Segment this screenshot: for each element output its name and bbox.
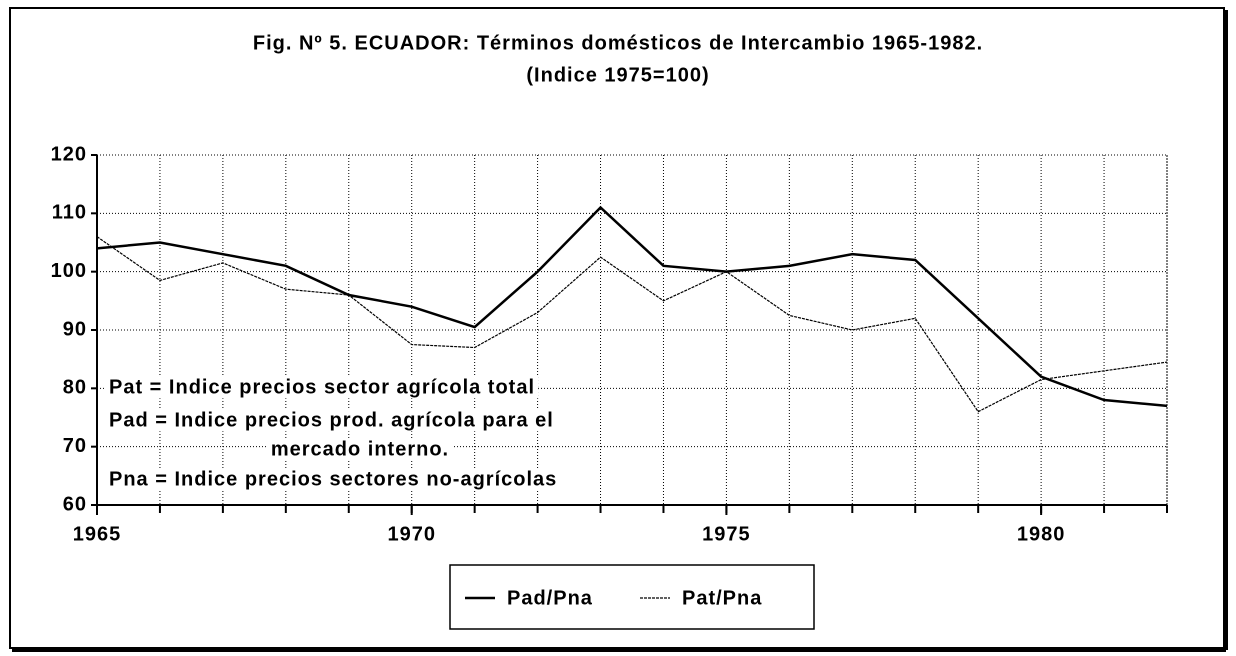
annotation-bg bbox=[106, 468, 561, 491]
legend-label: Pat/Pna bbox=[682, 587, 762, 609]
annotation: Pat = Indice precios sector agrícola tot… bbox=[109, 376, 535, 398]
annotation: Pad = Indice precios prod. agrícola para… bbox=[109, 409, 554, 431]
y-tick-label: 70 bbox=[63, 435, 87, 457]
frame bbox=[9, 7, 1225, 649]
x-tick-label: 1980 bbox=[1017, 523, 1066, 545]
legend-box bbox=[449, 564, 815, 630]
y-tick-label: 120 bbox=[51, 143, 87, 165]
y-tick-label: 110 bbox=[52, 202, 87, 224]
chart-subtitle: (Indice 1975=100) bbox=[526, 64, 709, 86]
series-line bbox=[96, 236, 1168, 413]
chart-title: Fig. Nº 5. ECUADOR: Términos domésticos … bbox=[253, 32, 983, 54]
annotation: mercado interno. bbox=[271, 438, 449, 460]
series-line bbox=[96, 205, 1168, 408]
legend-label: Pad/Pna bbox=[507, 587, 593, 609]
annotation-bg bbox=[106, 376, 539, 399]
annotation-bg bbox=[267, 438, 453, 461]
annotation-bg bbox=[106, 409, 557, 432]
y-tick-label: 60 bbox=[63, 493, 87, 515]
x-tick-label: 1970 bbox=[387, 523, 436, 545]
y-tick-label: 90 bbox=[63, 318, 87, 340]
x-tick-label: 1975 bbox=[702, 523, 751, 545]
x-tick-label: 1965 bbox=[73, 523, 122, 545]
y-tick-label: 100 bbox=[51, 260, 87, 282]
annotation: Pna = Indice precios sectores no-agrícol… bbox=[109, 468, 557, 490]
y-tick-label: 80 bbox=[63, 377, 87, 399]
